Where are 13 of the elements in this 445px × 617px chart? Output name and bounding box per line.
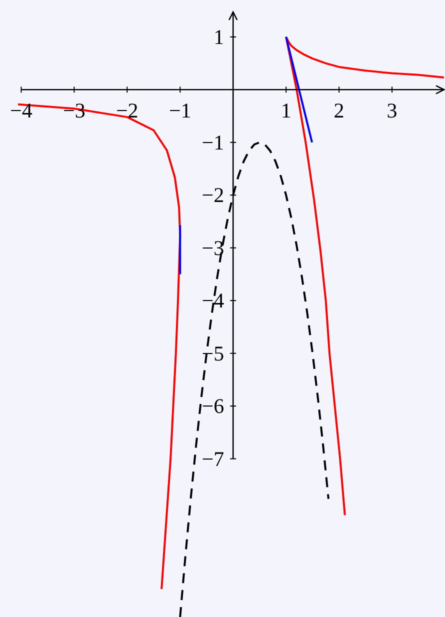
x-tick-label: −1 [168,98,192,123]
y-tick-label: −1 [202,130,224,154]
y-tick-label: −6 [202,394,224,418]
y-tick-label: −2 [202,183,224,208]
x-tick-label: −4 [10,98,33,123]
y-tick-label: −4 [202,288,225,313]
x-tick-label: 3 [386,98,398,123]
y-tick-label: −5 [202,341,224,366]
x-tick-label: 1 [280,98,292,123]
y-tick-label: 1 [214,24,224,49]
x-tick-label: −2 [116,98,138,123]
x-tick-label: 2 [334,98,344,123]
y-tick-label: −7 [202,446,224,471]
